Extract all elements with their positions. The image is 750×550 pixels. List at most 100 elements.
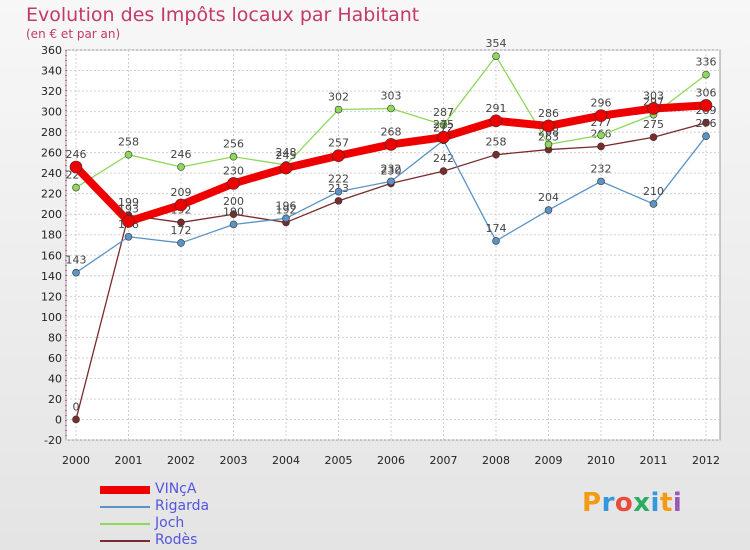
proxiti-logo: Proxiti [582,488,683,518]
y-tick-label: 240 [41,167,62,180]
x-tick-label: 2010 [587,454,615,467]
data-label-vinca: 245 [276,149,297,162]
data-point-vinca [384,138,398,151]
data-point-vinca [437,130,450,144]
legend-label-vinca: VINçA [155,481,197,497]
data-label-rodes: 242 [433,152,454,165]
data-point-rodes [229,210,238,219]
data-label-rodes: 200 [223,195,244,208]
data-label-rigarda: 172 [171,224,192,237]
data-point-rigarda [229,220,238,229]
y-tick-label: 280 [41,126,62,139]
data-point-rigarda [177,239,185,247]
x-tick-label: 2012 [692,454,720,467]
x-tick-label: 2011 [640,454,668,467]
data-point-vinca [594,109,608,122]
data-point-vinca [122,215,135,228]
x-tick-label: 2003 [220,454,248,467]
data-label-rodes: 263 [538,131,559,144]
data-point-joch [702,70,710,79]
data-label-vinca: 275 [433,118,454,131]
data-label-vinca: 296 [591,97,612,110]
y-tick-label: 360 [41,44,62,57]
data-label-vinca: 209 [171,186,192,199]
data-point-vinca [69,160,83,174]
data-label-joch: 287 [433,106,454,119]
data-point-joch [124,150,133,159]
data-point-joch [597,131,605,139]
data-label-rodes: 230 [381,164,402,177]
data-point-rigarda [282,214,290,223]
data-point-rigarda [387,177,395,186]
y-tick-label: 80 [48,331,62,344]
data-point-rodes [597,142,605,151]
data-label-rigarda: 222 [328,173,349,186]
data-point-rodes [649,133,658,142]
data-label-joch: 256 [223,138,244,151]
data-label-joch: 336 [696,56,717,69]
y-tick-label: 200 [41,208,62,221]
data-point-vinca [699,99,713,112]
chart-title: Evolution des Impôts locaux par Habitant [26,4,420,26]
data-label-joch: 258 [118,136,139,149]
y-tick-label: 180 [41,229,62,242]
data-point-joch [72,183,80,192]
data-label-rodes: 199 [118,196,139,209]
legend-swatch-rigarda [100,506,150,508]
data-label-vinca: 193 [118,202,139,215]
data-point-rigarda [492,237,500,245]
y-tick-label: 120 [41,290,62,303]
data-point-joch [439,121,448,129]
data-label-rodes: 258 [486,136,507,149]
data-label-rigarda: 272 [433,121,454,134]
data-label-rigarda: 204 [538,191,559,204]
x-tick-label: 2007 [430,454,458,467]
data-point-rodes [177,218,185,227]
data-label-vinca: 286 [538,107,559,120]
legend-swatch-joch [100,523,150,525]
data-label-rigarda: 196 [276,199,297,212]
data-label-vinca: 246 [66,148,87,161]
data-label-vinca: 268 [381,125,402,138]
data-label-rigarda: 232 [591,162,612,175]
data-label-vinca: 306 [696,86,717,99]
data-point-vinca [174,198,188,212]
data-point-vinca [489,114,503,128]
y-tick-label: 140 [41,270,62,283]
data-point-rigarda [72,268,80,277]
data-point-vinca [647,102,660,115]
data-point-vinca [542,119,555,133]
data-point-rodes [492,150,500,159]
data-point-rigarda [597,177,605,186]
data-point-joch [544,140,553,149]
legend-swatch-rodes [100,540,150,542]
data-label-rigarda: 174 [486,222,507,235]
data-point-vinca [279,161,293,175]
x-tick-label: 2009 [535,454,563,467]
legend-label-rodes: Rodès [155,532,198,548]
data-point-rodes [72,415,80,424]
data-point-rigarda [702,132,710,141]
data-label-rigarda: 190 [223,205,244,218]
y-tick-label: 320 [41,85,62,98]
x-tick-label: 2001 [115,454,143,467]
data-label-joch: 354 [486,37,507,50]
x-tick-label: 2004 [272,454,300,467]
y-tick-label: 340 [41,65,62,78]
x-tick-label: 2008 [482,454,510,467]
data-label-rodes: 275 [643,118,664,131]
data-point-rigarda [649,200,658,208]
x-tick-label: 2000 [62,454,90,467]
data-label-vinca: 257 [328,137,349,150]
y-tick-label: 100 [41,311,62,324]
data-point-joch [229,152,238,161]
y-tick-label: 20 [48,393,62,406]
data-point-rodes [702,119,710,127]
data-label-joch: 303 [381,90,402,103]
y-tick-label: 300 [41,106,62,119]
data-point-joch [177,163,185,171]
data-label-vinca: 291 [486,102,507,115]
y-tick-label: -20 [44,434,62,447]
